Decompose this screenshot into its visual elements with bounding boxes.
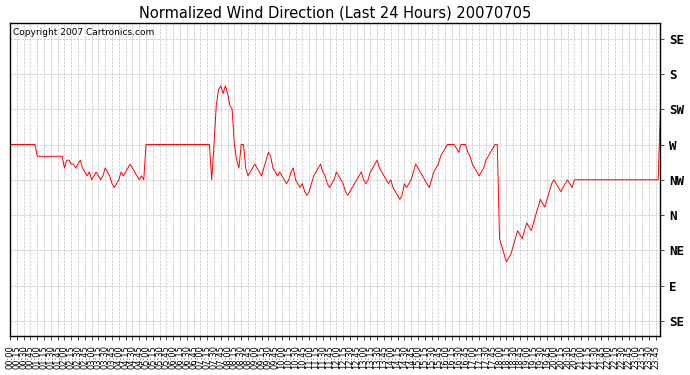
Title: Normalized Wind Direction (Last 24 Hours) 20070705: Normalized Wind Direction (Last 24 Hours…: [139, 6, 531, 21]
Text: Copyright 2007 Cartronics.com: Copyright 2007 Cartronics.com: [13, 28, 155, 37]
